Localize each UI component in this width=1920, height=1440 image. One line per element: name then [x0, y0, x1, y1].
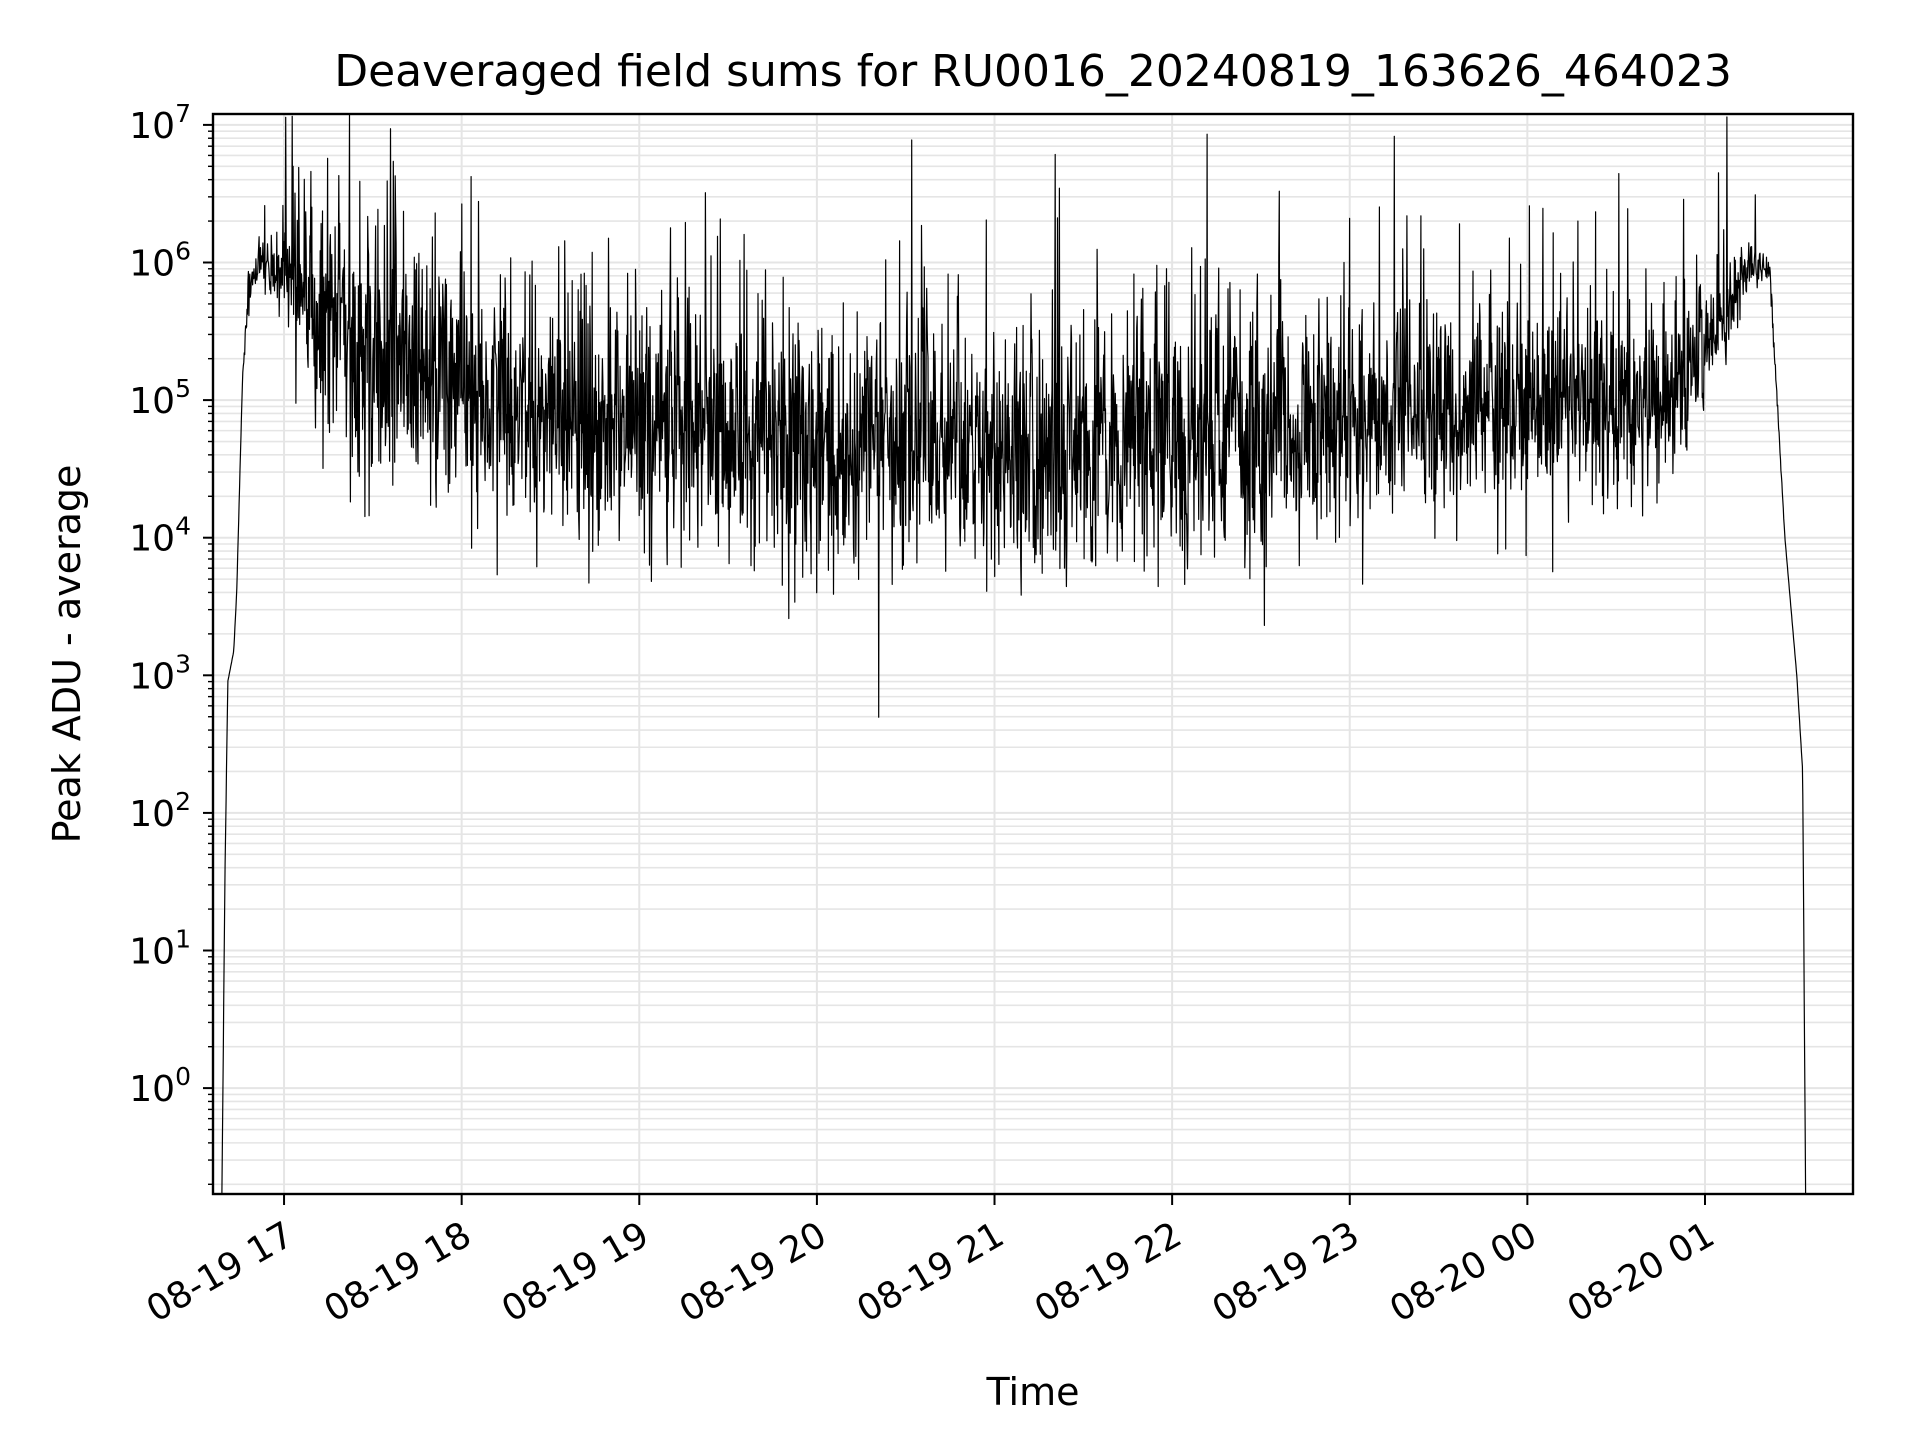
x-tick-label: 08-19 23: [1206, 1214, 1367, 1330]
y-tick-base: 10: [129, 794, 175, 835]
y-tick-label: 105: [129, 374, 191, 422]
y-tick-exponent: 5: [175, 374, 191, 403]
y-tick-exponent: 0: [175, 1062, 191, 1091]
y-tick-base: 10: [129, 381, 175, 422]
series-line: [221, 113, 1807, 1195]
y-tick-base: 10: [129, 106, 175, 147]
series-layer: [221, 113, 1807, 1195]
x-tick-label: 08-19 20: [673, 1214, 834, 1330]
y-tick-exponent: 7: [175, 99, 191, 128]
y-tick-label: 101: [129, 925, 191, 973]
x-tick-label: 08-19 18: [317, 1214, 478, 1330]
x-tick-label: 08-19 19: [495, 1214, 656, 1330]
y-tick-exponent: 1: [175, 925, 191, 954]
y-tick-exponent: 3: [175, 649, 191, 678]
y-tick-exponent: 2: [175, 787, 191, 816]
y-tick-base: 10: [129, 932, 175, 973]
y-tick-label: 103: [129, 649, 191, 697]
grid-lines: [213, 114, 1853, 1194]
y-tick-exponent: 6: [175, 236, 191, 265]
chart-title: Deaveraged field sums for RU0016_2024081…: [334, 46, 1732, 97]
x-tick-label: 08-20 01: [1561, 1214, 1722, 1330]
y-tick-label: 107: [129, 99, 191, 147]
x-axis-label: Time: [986, 1370, 1080, 1414]
y-tick-label: 100: [129, 1062, 191, 1110]
y-tick-label: 104: [129, 512, 191, 560]
y-tick-exponent: 4: [175, 512, 191, 541]
y-tick-label: 102: [129, 787, 191, 835]
plot-frame: [211, 112, 1855, 1196]
x-axis: 08-19 17 08-19 18 08-19 19 08-19 20 08-19 21…: [140, 1194, 1722, 1331]
y-tick-label: 106: [129, 236, 191, 284]
x-tick-label: 08-19 21: [850, 1214, 1011, 1330]
y-axis-label: Peak ADU - average: [45, 465, 89, 844]
x-tick-label: 08-20 00: [1383, 1214, 1544, 1330]
y-tick-base: 10: [129, 243, 175, 284]
y-tick-base: 10: [129, 656, 175, 697]
y-tick-base: 10: [129, 1069, 175, 1110]
y-tick-base: 10: [129, 519, 175, 560]
x-tick-label: 08-19 17: [140, 1214, 301, 1330]
x-tick-label: 08-19 22: [1028, 1214, 1189, 1330]
